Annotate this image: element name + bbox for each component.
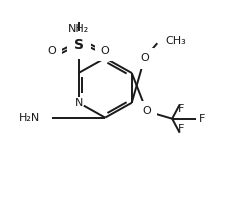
Text: S: S xyxy=(74,38,84,52)
Text: F: F xyxy=(199,114,205,124)
Text: O: O xyxy=(48,46,56,56)
Text: O: O xyxy=(101,46,109,56)
Text: F: F xyxy=(178,123,184,134)
Text: CH₃: CH₃ xyxy=(166,36,187,46)
Text: O: O xyxy=(140,53,149,63)
Text: N: N xyxy=(74,98,83,108)
Text: O: O xyxy=(142,106,151,116)
Text: H₂N: H₂N xyxy=(19,113,40,123)
Text: NH₂: NH₂ xyxy=(68,24,89,34)
Text: F: F xyxy=(178,104,184,114)
